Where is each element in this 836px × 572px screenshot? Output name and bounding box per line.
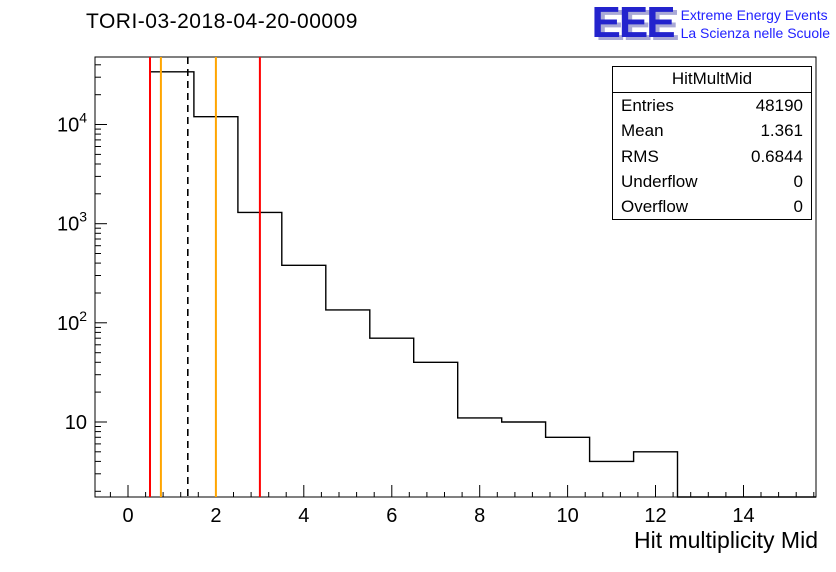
stats-row: RMS 0.6844	[613, 144, 811, 169]
x-tick-label: 12	[644, 505, 666, 527]
x-tick-label: 8	[474, 505, 485, 527]
stat-label: Entries	[621, 96, 674, 115]
plot-frame	[94, 56, 817, 498]
stat-value: 0	[793, 197, 803, 216]
x-tick-label: 6	[386, 505, 397, 527]
stats-row: Overflow 0	[613, 194, 811, 219]
stats-box-title: HitMultMid	[613, 67, 811, 93]
eee-logo-text: Extreme Energy Events La Scienza nelle S…	[681, 3, 830, 41]
x-tick-label: 0	[122, 505, 133, 527]
eee-logo-line2: La Scienza nelle Scuole	[680, 25, 830, 41]
stats-rows: Entries 48190 Mean 1.361 RMS 0.6844 Underflow 0…	[613, 93, 811, 219]
x-tick-label: 2	[210, 505, 221, 527]
y-tick-label: 10	[65, 412, 87, 434]
stats-row: Underflow 0	[613, 169, 811, 194]
stats-row: Entries 48190	[613, 93, 811, 118]
page-title: TORI-03-2018-04-20-00009	[86, 10, 358, 33]
x-tick-label: 10	[556, 505, 578, 527]
x-tick-label: 4	[298, 505, 309, 527]
y-tick-label: 104	[57, 110, 87, 137]
stat-value: 0.6844	[751, 146, 803, 166]
stat-label: Underflow	[621, 171, 698, 191]
stat-value: 1.361	[760, 121, 803, 141]
eee-logo-acronym: EEE	[591, 0, 676, 47]
y-tick-label: 102	[57, 308, 87, 335]
stat-label: RMS	[621, 146, 659, 166]
y-tick-label: 103	[57, 209, 87, 236]
x-tick-label: 14	[732, 505, 754, 527]
eee-logo-line1: Extreme Energy Events	[680, 7, 828, 23]
stat-label: Overflow	[621, 197, 689, 216]
histogram-line	[149, 71, 816, 498]
stat-value: 48190	[755, 96, 803, 115]
x-axis-label: Hit multiplicity Mid	[633, 527, 818, 553]
stat-label: Mean	[621, 121, 664, 141]
stat-value: 0	[793, 171, 803, 191]
eee-logo: EEE Extreme Energy Events La Scienza nel…	[591, 0, 830, 47]
stats-row: Mean 1.361	[613, 118, 811, 143]
stats-box: HitMultMid Entries 48190 Mean 1.361 RMS 0.684…	[612, 66, 812, 221]
